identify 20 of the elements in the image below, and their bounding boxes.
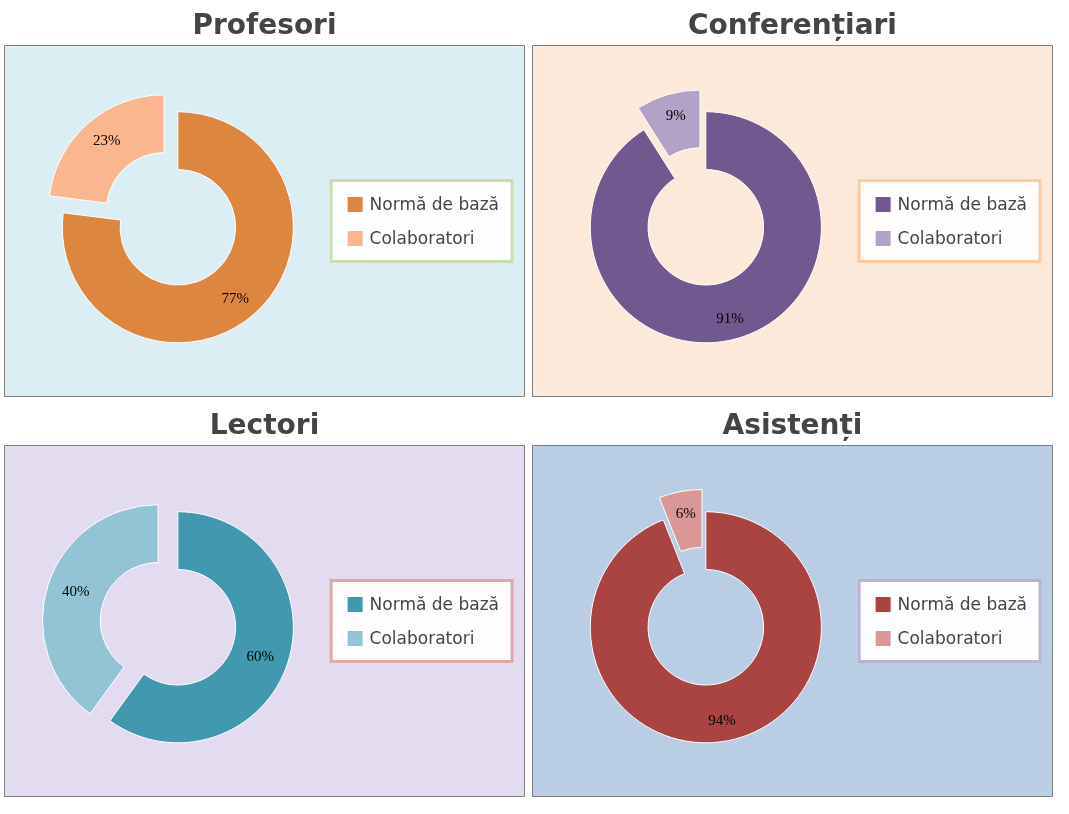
legend-label: Colaboratori <box>369 627 475 648</box>
legend-label: Colaboratori <box>897 627 1003 648</box>
chart-title: Profesori <box>192 7 337 41</box>
chart-title: Lectori <box>209 407 320 441</box>
legend-label: Normă de bază <box>897 193 1027 214</box>
data-label: 60% <box>246 648 275 665</box>
chart-title: Conferențiari <box>688 7 897 41</box>
legend-label: Colaboratori <box>369 227 475 248</box>
data-label: 23% <box>93 131 121 148</box>
legend-label: Normă de bază <box>897 593 1027 614</box>
legend-label: Colaboratori <box>897 227 1003 248</box>
data-label: 94% <box>708 711 736 728</box>
legend-label: Normă de bază <box>369 593 499 614</box>
data-label: 9% <box>665 107 686 124</box>
chart-title: Asistenți <box>722 407 863 441</box>
data-label: 91% <box>716 309 744 326</box>
data-label: 6% <box>675 504 696 521</box>
legend-label: Normă de bază <box>369 193 499 214</box>
data-label: 77% <box>221 289 249 306</box>
data-label: 40% <box>61 583 90 600</box>
